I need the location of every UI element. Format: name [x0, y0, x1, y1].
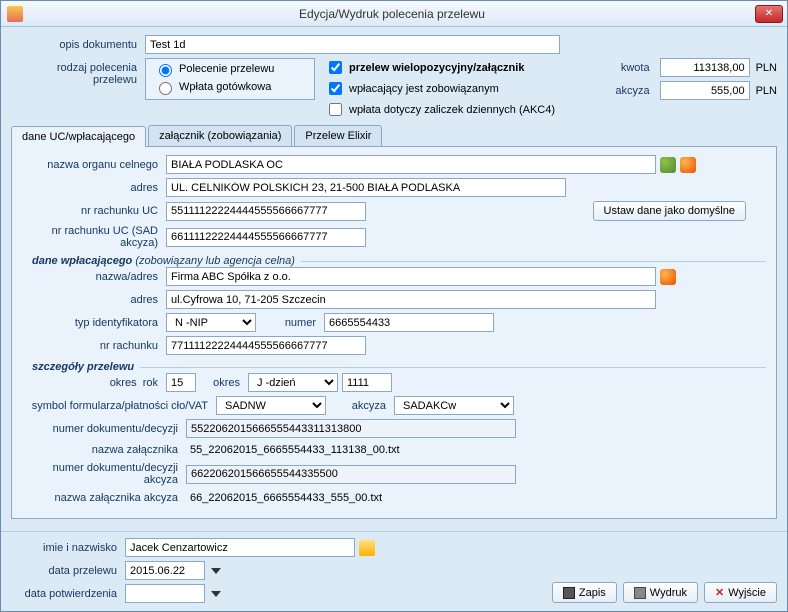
ustaw-domyslne-button[interactable]: Ustaw dane jako domyślne [593, 201, 746, 221]
date-dropdown-icon[interactable] [211, 568, 221, 574]
szczeg-akcyza-label: akcyza [330, 400, 390, 412]
date-dropdown-icon[interactable] [211, 591, 221, 597]
window-frame: Edycja/Wydruk polecenia przelewu ✕ opis … [0, 0, 788, 612]
tab-dane-uc[interactable]: dane UC/wpłacającego [11, 126, 146, 147]
pick-organ-icon[interactable] [660, 157, 676, 173]
amount-column: kwota PLN akcyza PLN [615, 58, 777, 100]
refresh-organ-icon[interactable] [680, 157, 696, 173]
divider [301, 261, 766, 262]
organ-adres-input[interactable] [166, 178, 566, 197]
rok-input[interactable] [166, 373, 196, 392]
rodzaj-label: rodzaj polecenia przelewu [11, 58, 141, 86]
wplac-nazwa-input[interactable] [166, 267, 656, 286]
zal-akc-value: 66_22062015_6665554433_555_00.txt [186, 490, 386, 506]
footer-buttons: Zapis Wydruk ✕Wyjście [552, 582, 777, 603]
data-przel-label: data przelewu [11, 565, 121, 577]
exit-icon: ✕ [715, 586, 724, 599]
pick-wplac-icon[interactable] [660, 269, 676, 285]
typ-id-select[interactable]: N -NIP [166, 313, 256, 332]
organ-nazwa-input[interactable] [166, 155, 656, 174]
organ-adres-label: adres [22, 182, 162, 194]
numdok-akc-input [186, 465, 516, 484]
kwota-input[interactable] [660, 58, 750, 77]
opis-input[interactable] [145, 35, 560, 54]
akcyza-label: akcyza [615, 85, 653, 97]
kwota-label: kwota [621, 62, 654, 74]
okres2-label: okres [200, 377, 244, 389]
symbol-select[interactable]: SADNW [216, 396, 326, 415]
szczeg-section-title: szczegóły przelewu [32, 361, 134, 373]
nr-uc-sad-label: nr rachunku UC (SAD akcyza) [22, 225, 162, 249]
akcyza-input[interactable] [660, 81, 750, 100]
wydruk-button[interactable]: Wydruk [623, 582, 698, 603]
radio-polecenie[interactable]: Polecenie przelewu [154, 61, 306, 77]
wplac-section-title: dane wpłacającego (zobowiązany lub agenc… [32, 255, 295, 267]
nr-rach-input[interactable] [166, 336, 366, 355]
kwota-currency: PLN [756, 62, 777, 74]
nr-rach-label: nr rachunku [22, 340, 162, 352]
chk-wielopoz[interactable]: przelew wielopozycyjny/załącznik [325, 58, 555, 77]
okres-label: okres rok [22, 377, 162, 389]
nr-uc-label: nr rachunku UC [22, 205, 162, 217]
content-area: opis dokumentu rodzaj polecenia przelewu… [1, 27, 787, 525]
numdok-akc-label: numer dokumentu/decyzji akcyza [22, 462, 182, 486]
data-przel-input[interactable] [125, 561, 205, 580]
typ-id-label: typ identyfikatora [22, 317, 162, 329]
pick-person-icon[interactable] [359, 540, 375, 556]
window-title: Edycja/Wydruk polecenia przelewu [29, 7, 755, 21]
nr-uc-sad-input[interactable] [166, 228, 366, 247]
chk-zobow[interactable]: wpłacający jest zobowiązanym [325, 79, 555, 98]
wyjscie-button[interactable]: ✕Wyjście [704, 582, 777, 603]
imie-input[interactable] [125, 538, 355, 557]
zal-label: nazwa załącznika [22, 444, 182, 456]
numer-input[interactable] [324, 313, 494, 332]
chk-akc4[interactable]: wpłata dotyczy zaliczek dziennych (AKC4) [325, 100, 555, 119]
save-icon [563, 587, 575, 599]
zapis-button[interactable]: Zapis [552, 582, 617, 603]
print-icon [634, 587, 646, 599]
radio-wplata[interactable]: Wpłata gotówkowa [154, 79, 306, 95]
data-potw-label: data potwierdzenia [11, 588, 121, 600]
numdok-input [186, 419, 516, 438]
imie-label: imie i nazwisko [11, 542, 121, 554]
organ-nazwa-label: nazwa organu celnego [22, 159, 162, 171]
wplac-adres-input[interactable] [166, 290, 656, 309]
data-potw-input[interactable] [125, 584, 205, 603]
numdok-label: numer dokumentu/decyzji [22, 423, 182, 435]
tab-bar: dane UC/wpłacającego załącznik (zobowiąz… [11, 125, 777, 147]
szczeg-akcyza-select[interactable]: SADAKCw [394, 396, 514, 415]
rodzaj-radio-group: Polecenie przelewu Wpłata gotówkowa [145, 58, 315, 100]
tab-elixir[interactable]: Przelew Elixir [294, 125, 382, 146]
app-icon [7, 6, 23, 22]
tab-panel: nazwa organu celnego adres nr rachunku U… [11, 147, 777, 519]
titlebar: Edycja/Wydruk polecenia przelewu ✕ [1, 1, 787, 27]
close-button[interactable]: ✕ [755, 5, 783, 23]
nr-uc-input[interactable] [166, 202, 366, 221]
footer: imie i nazwisko data przelewu data potwi… [1, 531, 787, 611]
zal-akc-label: nazwa załącznika akcyza [22, 492, 182, 504]
numer-label: numer [260, 317, 320, 329]
akcyza-currency: PLN [756, 85, 777, 97]
okres-select[interactable]: J -dzień [248, 373, 338, 392]
zal-value: 55_22062015_6665554433_113138_00.txt [186, 442, 404, 458]
okres-num-input[interactable] [342, 373, 392, 392]
divider [140, 367, 766, 368]
checkbox-column: przelew wielopozycyjny/załącznik wpłacaj… [325, 58, 555, 119]
tab-zalacznik[interactable]: załącznik (zobowiązania) [148, 125, 292, 146]
opis-label: opis dokumentu [11, 39, 141, 51]
symbol-label: symbol formularza/płatności cło/VAT [22, 400, 212, 412]
wplac-nazwa-label: nazwa/adres [22, 271, 162, 283]
wplac-adres-label: adres [22, 294, 162, 306]
